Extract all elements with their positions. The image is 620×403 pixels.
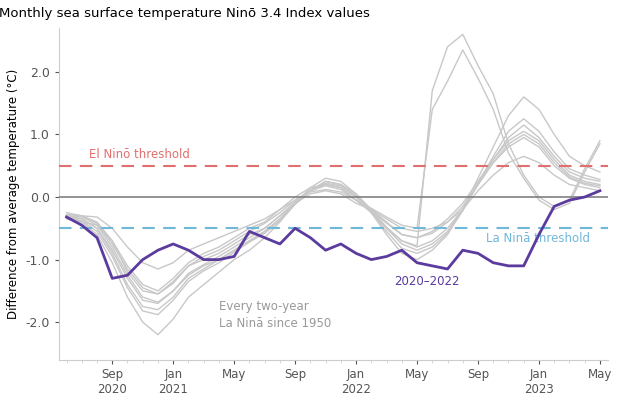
Text: La Ninā threshold: La Ninā threshold [485, 232, 590, 245]
Text: El Ninō threshold: El Ninō threshold [89, 148, 190, 161]
Text: Monthly sea surface temperature Ninō 3.4 Index values: Monthly sea surface temperature Ninō 3.4… [0, 7, 370, 20]
Text: Every two-year
La Ninā since 1950: Every two-year La Ninā since 1950 [219, 300, 331, 330]
Y-axis label: Difference from average temperature (°C): Difference from average temperature (°C) [7, 69, 20, 319]
Text: 2020–2022: 2020–2022 [394, 275, 459, 288]
